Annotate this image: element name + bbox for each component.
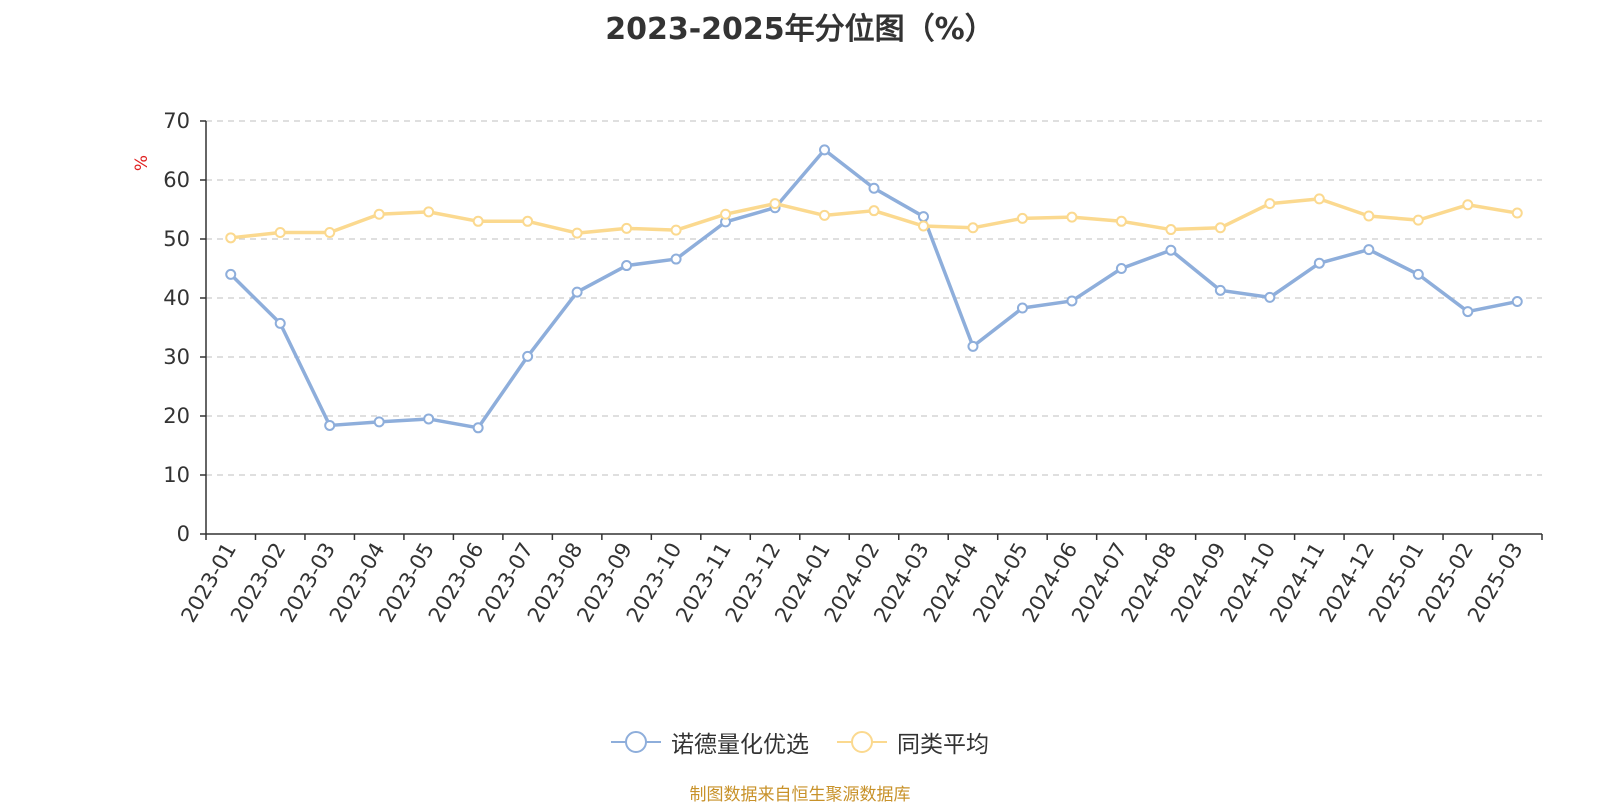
series-line-1 [230, 197, 1518, 240]
data-point-series-1[interactable] [1066, 211, 1078, 223]
data-point-series-1[interactable] [1511, 207, 1523, 219]
data-point-series-1[interactable] [423, 206, 435, 218]
data-point-series-0[interactable] [967, 340, 979, 352]
data-point-series-1[interactable] [1462, 199, 1474, 211]
data-point-series-0[interactable] [670, 253, 682, 265]
data-point-series-0[interactable] [917, 211, 929, 223]
y-tick-labels: 0 10 20 30 40 50 60 70 [163, 109, 190, 546]
data-point-series-1[interactable] [720, 208, 732, 220]
data-point-series-0[interactable] [1363, 244, 1375, 256]
x-tick-labels: 2023-012023-022023-032023-042023-052023-… [176, 538, 1527, 626]
data-point-series-0[interactable] [571, 286, 583, 298]
y-tick-label: 20 [163, 404, 190, 428]
data-point-series-0[interactable] [324, 419, 336, 431]
legend-item-series-0[interactable]: 诺德量化优选 [611, 725, 809, 759]
data-point-series-1[interactable] [621, 222, 633, 234]
data-point-series-0[interactable] [1264, 291, 1276, 303]
data-point-series-0[interactable] [472, 422, 484, 434]
data-point-series-1[interactable] [1016, 212, 1028, 224]
legend: 诺德量化优选 同类平均 [0, 725, 1600, 759]
data-point-series-0[interactable] [819, 144, 831, 156]
data-point-series-1[interactable] [1412, 214, 1424, 226]
data-point-series-1[interactable] [571, 227, 583, 239]
legend-label-series-1: 同类平均 [897, 732, 989, 758]
y-tick-label: 0 [177, 522, 190, 546]
data-point-series-1[interactable] [1165, 224, 1177, 236]
data-point-series-1[interactable] [819, 209, 831, 221]
data-point-series-0[interactable] [1313, 257, 1325, 269]
y-tick-label: 40 [163, 286, 190, 310]
data-point-series-1[interactable] [917, 220, 929, 232]
data-point-series-1[interactable] [1214, 222, 1226, 234]
y-tick-label: 50 [163, 227, 190, 251]
data-point-series-0[interactable] [423, 413, 435, 425]
data-point-series-1[interactable] [1363, 210, 1375, 222]
data-point-series-0[interactable] [225, 268, 237, 280]
data-point-series-0[interactable] [1016, 302, 1028, 314]
data-point-series-0[interactable] [1214, 284, 1226, 296]
data-point-series-1[interactable] [967, 222, 979, 234]
y-tick-label: 70 [163, 109, 190, 133]
y-tick-label: 10 [163, 463, 190, 487]
data-point-series-0[interactable] [1115, 263, 1127, 274]
chart-title: 2023-2025年分位图（%） [605, 12, 995, 47]
data-point-series-0[interactable] [868, 182, 880, 194]
data-point-series-1[interactable] [769, 198, 781, 210]
data-point-series-0[interactable] [522, 350, 534, 362]
y-tick-label: 60 [163, 168, 190, 192]
data-point-series-0[interactable] [274, 317, 286, 329]
data-point-series-1[interactable] [522, 215, 534, 227]
data-point-series-0[interactable] [1165, 244, 1177, 256]
data-point-series-1[interactable] [472, 215, 484, 227]
legend-marker-series-0 [611, 731, 661, 753]
data-point-series-1[interactable] [225, 232, 237, 244]
data-point-series-0[interactable] [621, 260, 633, 272]
axes [200, 120, 1543, 540]
data-point-series-1[interactable] [670, 224, 682, 236]
y-axis-label: % [132, 155, 152, 171]
data-point-series-1[interactable] [1264, 198, 1276, 210]
y-tick-label: 30 [163, 345, 190, 369]
data-point-series-0[interactable] [1462, 306, 1474, 318]
data-point-series-0[interactable] [1511, 296, 1523, 308]
data-point-series-0[interactable] [1066, 295, 1078, 307]
data-point-series-1[interactable] [1115, 215, 1127, 227]
series-layer [225, 144, 1523, 434]
legend-item-series-1[interactable]: 同类平均 [837, 725, 989, 759]
data-source-note: 制图数据来自恒生聚源数据库 [689, 785, 911, 805]
legend-marker-series-1 [837, 731, 887, 753]
data-point-series-1[interactable] [274, 227, 286, 239]
data-point-series-1[interactable] [324, 227, 336, 239]
data-point-series-1[interactable] [868, 205, 880, 217]
legend-label-series-0: 诺德量化优选 [671, 732, 809, 758]
chart-svg: % 0 10 20 30 40 50 60 70 2023-012023-022023-032… [132, 109, 1543, 626]
data-point-series-0[interactable] [373, 416, 385, 428]
data-point-series-1[interactable] [1313, 193, 1325, 205]
data-point-series-1[interactable] [373, 208, 385, 220]
data-point-series-0[interactable] [1412, 268, 1424, 280]
